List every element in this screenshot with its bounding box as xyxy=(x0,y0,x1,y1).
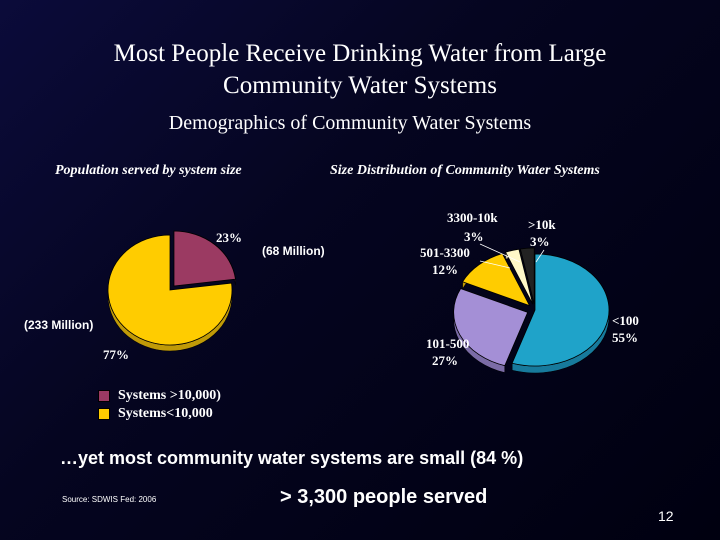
size-pie-pct-3300-10k: 3% xyxy=(464,229,484,244)
population-pie-pct-small: 77% xyxy=(103,347,129,362)
population-pie xyxy=(107,230,236,352)
leader-line-501-3300 xyxy=(479,260,511,269)
slide-title-line-2: Community Water Systems xyxy=(223,72,497,99)
legend-label-small: Systems<10,000 xyxy=(118,406,213,421)
left-chart-title: Population served by system size xyxy=(55,163,242,178)
legend-item-small: Systems<10,000 xyxy=(98,405,221,423)
size-pie-label-lt100: <100 xyxy=(612,313,639,328)
size-pie-pct-501-3300: 12% xyxy=(432,262,458,277)
size-distribution-pie xyxy=(453,247,610,374)
leader-line-3300-10k xyxy=(479,243,521,263)
page-number: 12 xyxy=(658,508,674,524)
size-pie-pct-gt10k: 3% xyxy=(530,234,550,249)
footnote-text: …yet most community water systems are sm… xyxy=(60,448,524,468)
population-pie-slice-1 xyxy=(107,234,233,346)
people-served-text: > 3,300 people served xyxy=(280,486,488,508)
size-pie-label-501-3300: 501-3300 xyxy=(420,245,470,260)
size-pie-slice-4 xyxy=(519,247,535,305)
size-pie-pct-lt100: 55% xyxy=(612,330,638,345)
population-pie-pct-large: 23% xyxy=(216,230,242,245)
pie-labels: 23% (68 Million) (233 Million) 77% <100 55% 10… xyxy=(24,210,639,368)
right-chart-title: Size Distribution of Community Water Sys… xyxy=(330,163,600,178)
size-pie-label-3300-10k: 3300-10k xyxy=(447,210,498,225)
leader-line-gt10k xyxy=(535,249,545,263)
legend-swatch-small xyxy=(98,408,110,420)
slide-subtitle: Demographics of Community Water Systems xyxy=(168,112,532,134)
population-pie-slice-0 xyxy=(173,230,236,287)
legend-item-large: Systems >10,000) xyxy=(98,387,221,405)
slide-title: Most People Receive Drinking Water from … xyxy=(0,38,720,102)
size-pie-slice-2 xyxy=(461,253,531,307)
size-pie-slice-0 xyxy=(511,253,610,367)
size-pie-slice-1 xyxy=(453,288,529,367)
size-pie-label-101-500: 101-500 xyxy=(426,336,469,351)
legend-swatch-large xyxy=(98,390,110,402)
source-note: Source: SDWIS Fed: 2006 xyxy=(62,495,157,504)
left-chart-legend: Systems >10,000) Systems<10,000 xyxy=(98,387,221,423)
legend-label-large: Systems >10,000) xyxy=(118,388,221,403)
size-pie-slice-3 xyxy=(504,248,534,305)
slide-title-line-1: Most People Receive Drinking Water from … xyxy=(113,40,607,67)
size-pie-pct-101-500: 27% xyxy=(432,353,458,368)
population-pie-annotation-small: (233 Million) xyxy=(24,318,93,332)
size-pie-label-gt10k: >10k xyxy=(528,217,556,232)
population-pie-annotation-large: (68 Million) xyxy=(262,244,325,258)
